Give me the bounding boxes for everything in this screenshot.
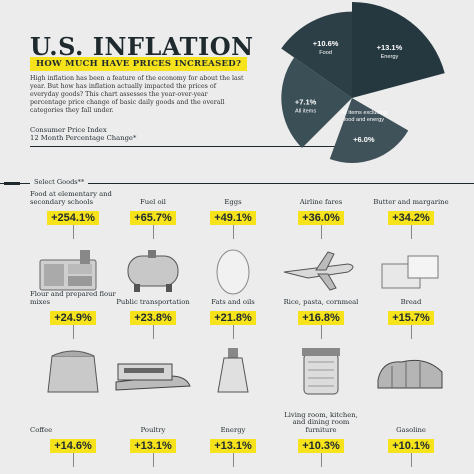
pie-value-label-3: +13.1% [377,43,403,52]
goods-item-connector [152,225,154,239]
goods-item-name: Coffee [30,425,53,434]
goods-item-name: Living room, kitchen, and dining room fu… [284,410,358,434]
pie-slice-2 [281,11,352,98]
goods-item-connector [410,325,412,339]
goods-item-name: Fuel oil [140,197,166,206]
goods-item-value: +65.7% [130,211,176,225]
goods-item-name: Food at elementary and secondary schools [30,190,112,206]
goods-item-value: +10.1% [388,439,434,453]
goods-item: Gasoline +10.1% [368,418,454,467]
goods-item-value: +36.0% [298,211,344,225]
cpi-pie-svg: +7.1% All items +10.6% Food +13.1% Energy +6.0… [281,2,445,163]
goods-item-name: Poultry [140,425,166,434]
goods-item-connector [232,225,234,239]
goods-item: Poultry +13.1% [110,418,196,467]
pie-category-label-1: All items [295,109,316,115]
goods-item: Fuel oil +65.7% [110,190,196,292]
goods-item-connector [410,453,412,467]
goods-item-name: Energy [220,425,246,434]
goods-item-connector [320,325,322,339]
pie-slice-4 [329,98,409,163]
cpi-pie-chart: +7.1% All items +10.6% Food +13.1% Energy +6.0… [210,0,474,190]
goods-item-connector [72,225,74,239]
goods-item-value: +16.8% [298,311,344,325]
goods-item-connector [232,453,234,467]
oil-bottle-icon [190,342,276,397]
goods-item: Flour and prepared flour mixes +24.9% [30,290,116,393]
pie-value-label-2: +10.6% [313,39,339,48]
goods-item-name: Flour and prepared flour mixes [30,290,116,306]
cpi-caption-line2: 12 Month Percentage Change* [30,134,137,142]
airplane-icon [278,242,364,297]
goods-item-name: Gasoline [396,425,426,434]
goods-item-value: +15.7% [388,311,434,325]
goods-item-name: Bread [400,297,422,306]
goods-item: Bread +15.7% [368,290,454,389]
goods-item-value: +34.2% [388,211,434,225]
pie-slice-3 [352,2,445,98]
goods-item: Airline fares +36.0% [278,190,364,291]
cpi-caption-line1: Consumer Price Index [30,126,107,134]
fuel-tank-icon [110,242,196,297]
goods-item-connector [72,325,74,339]
intro-text: High inflation has been a feature of the… [30,75,244,114]
cpi-rule [30,146,360,147]
goods-item-value: +10.3% [298,439,344,453]
goods-item-connector [320,453,322,467]
goods-item-value: +49.1% [210,211,256,225]
goods-item-name: Butter and margarine [373,197,449,206]
pie-value-label-1: +7.1% [295,98,317,107]
goods-item: Rice, pasta, cornmeal +16.8% [278,290,364,395]
goods-item-name: Public transportation [116,297,190,306]
select-goods-dash [4,182,20,185]
goods-item: Butter and margarine +34.2% [368,190,454,289]
bread-icon [368,342,454,397]
pie-category-label-4: food and energy [344,117,385,123]
goods-item-value: +21.8% [210,311,256,325]
goods-item-name: Airline fares [299,197,343,206]
school-lunch-tray-icon [30,242,116,297]
goods-item-value: +14.6% [50,439,96,453]
goods-item: Coffee +14.6% [30,418,116,467]
cpi-caption: Consumer Price Index 12 Month Percentage… [30,126,136,142]
goods-item-name: Rice, pasta, cornmeal [283,297,359,306]
train-icon [110,342,196,397]
goods-item-connector [72,453,74,467]
goods-item: Fats and oils +21.8% [190,290,276,393]
goods-item-name: Fats and oils [211,297,255,306]
goods-item-value: +13.1% [130,439,176,453]
goods-item: Energy +13.1% [190,418,276,467]
goods-item: Eggs +49.1% [190,190,276,295]
pie-category-label-3: Energy [381,54,399,60]
pie-category-label-2: Food [319,50,332,56]
pie-value-label-4: +6.0% [353,135,375,144]
butter-icon [368,242,454,297]
egg-icon [190,242,276,297]
goods-item-connector [152,325,154,339]
goods-item: Public transportation +23.8% [110,290,196,391]
goods-item-value: +24.9% [50,311,96,325]
goods-item-connector [320,225,322,239]
pie-category-label-4: All items excluding [341,110,387,116]
goods-item-value: +13.1% [210,439,256,453]
goods-item-connector [232,325,234,339]
goods-item: Living room, kitchen, and dining room fu… [278,410,364,467]
goods-item-name: Eggs [224,197,242,206]
pasta-jar-icon [278,342,364,397]
select-goods-label: Select Goods** [30,178,89,186]
goods-item-connector [410,225,412,239]
select-goods-divider [0,183,474,184]
pie-slice-1 [281,57,352,148]
goods-item: Food at elementary and secondary schools… [30,190,116,291]
goods-item-connector [152,453,154,467]
goods-item-value: +23.8% [130,311,176,325]
goods-item-value: +254.1% [47,211,99,225]
flour-sack-icon [30,342,116,397]
page-subtitle: HOW MUCH HAVE PRICES INCREASED? [30,57,248,71]
page-title: U.S. INFLATION [30,32,254,61]
